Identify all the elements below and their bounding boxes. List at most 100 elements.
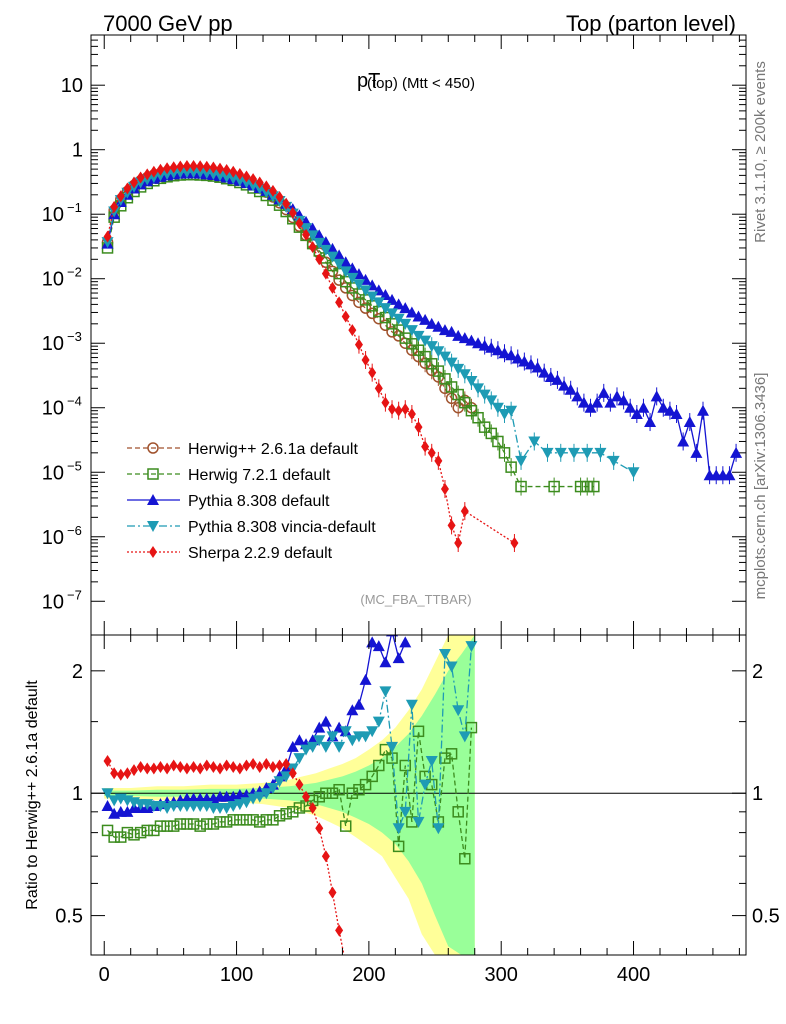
upper-y-tick-label: 10	[42, 204, 64, 226]
data-point	[478, 339, 491, 351]
x-tick-label: 100	[220, 964, 253, 986]
data-point	[515, 455, 528, 467]
data-point	[624, 401, 637, 413]
data-point	[574, 480, 587, 493]
series-pythia-8-308-vincia-default	[101, 167, 640, 482]
ratio-point	[268, 761, 277, 774]
data-point	[143, 168, 152, 181]
lower-y-tick-label-right: 2	[752, 661, 763, 683]
upper-y-tick-exponent: −7	[67, 587, 82, 602]
ratio-point	[379, 686, 392, 698]
data-point	[554, 447, 567, 459]
ratio-point	[359, 731, 372, 743]
data-point	[326, 251, 339, 263]
data-point	[136, 171, 145, 184]
data-point	[663, 404, 676, 416]
data-point	[458, 332, 471, 344]
data-point	[584, 401, 597, 413]
data-point	[544, 370, 557, 382]
data-point	[538, 366, 551, 378]
ratio-point	[101, 824, 114, 837]
legend-entry: Pythia 8.308 default	[127, 493, 330, 510]
upper-y-tick-label: 10	[42, 462, 64, 484]
ratio-point	[352, 698, 365, 710]
data-point	[386, 308, 399, 320]
ratio-point	[293, 753, 306, 765]
data-point	[491, 402, 504, 414]
data-point	[459, 396, 471, 409]
data-point	[478, 389, 491, 401]
ratio-point	[167, 820, 180, 832]
legend-marker	[147, 442, 159, 454]
data-point	[465, 404, 478, 417]
ratio-point	[275, 759, 284, 772]
data-point	[723, 469, 736, 481]
data-point	[472, 337, 485, 349]
data-point	[196, 160, 205, 173]
ratio-point	[313, 791, 326, 803]
ratio-point	[116, 768, 125, 781]
data-point	[240, 177, 253, 189]
data-point	[374, 382, 383, 395]
lower-frame	[90, 634, 747, 956]
ratio-point	[373, 759, 385, 772]
data-point	[425, 358, 438, 370]
ratio-point	[366, 770, 378, 783]
data-point	[353, 296, 365, 309]
ratio-point	[399, 759, 412, 772]
ratio-point	[452, 705, 465, 717]
data-point	[379, 288, 392, 300]
ratio-point	[319, 715, 332, 727]
data-point	[414, 421, 423, 434]
ratio-point	[233, 799, 246, 811]
data-point	[412, 344, 425, 356]
ratio-point	[405, 699, 418, 711]
ratio-point	[103, 755, 112, 768]
lower-y-tick-label-right: 0.5	[752, 906, 780, 928]
ratio-point	[465, 721, 478, 734]
data-point	[610, 390, 623, 402]
data-point	[485, 395, 498, 407]
data-point	[551, 373, 564, 385]
ratio-point	[432, 823, 445, 835]
ratio-point	[247, 814, 259, 826]
data-point	[518, 355, 531, 367]
ratio-point	[108, 831, 120, 843]
upper-y-tick-label: 10	[42, 269, 64, 291]
data-point	[581, 480, 593, 493]
data-point	[541, 447, 554, 459]
ratio-point	[101, 800, 114, 812]
ratio-point	[333, 783, 345, 796]
data-point	[607, 455, 620, 467]
data-point	[368, 366, 377, 379]
upper-y-tick-exponent: −1	[67, 200, 82, 215]
ratio-point	[313, 721, 326, 733]
ratio-point	[141, 824, 153, 837]
ratio-point	[321, 850, 330, 863]
data-point	[637, 401, 650, 413]
plot-title-main: pT	[357, 70, 380, 92]
data-point	[116, 190, 125, 203]
ratio-point	[302, 790, 311, 803]
data-point	[333, 249, 346, 261]
data-point	[354, 338, 363, 351]
mc-uncertainty-green	[104, 635, 475, 955]
data-point	[492, 435, 504, 448]
data-point	[452, 388, 464, 401]
data-point	[460, 505, 469, 518]
side-text-rivet: Rivet 3.1.10, ≥ 200k events	[752, 61, 769, 243]
data-point	[510, 537, 519, 550]
data-point	[571, 390, 584, 402]
ratio-herwig-7-2-1-default	[101, 721, 478, 865]
upper-y-tick-exponent: −4	[67, 394, 82, 409]
ratio-point	[136, 761, 145, 774]
ratio-point	[108, 795, 121, 807]
data-point	[472, 411, 484, 424]
data-point	[524, 358, 537, 370]
legend-label: Herwig 7.2.1 default	[188, 467, 331, 484]
data-point	[412, 330, 425, 342]
ratio-point	[266, 782, 279, 794]
ratio-point	[280, 771, 293, 783]
data-point	[392, 313, 405, 325]
data-point	[438, 351, 451, 363]
